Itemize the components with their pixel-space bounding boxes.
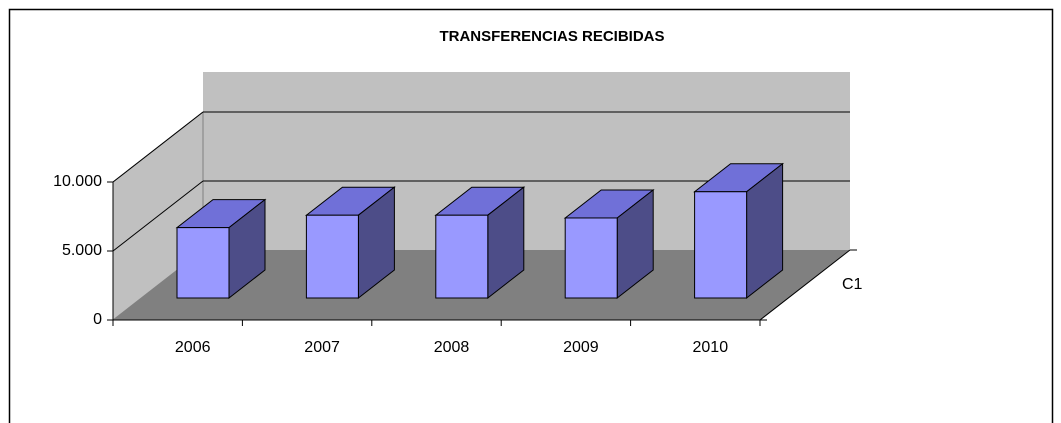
grid-line <box>112 111 204 183</box>
x-tick-label: 2007 <box>304 339 340 356</box>
y-tick-label: 0 <box>93 311 102 328</box>
y-tick-label: 10.000 <box>53 173 102 190</box>
series-label: C1 <box>842 276 863 293</box>
depth-axis <box>759 249 851 321</box>
bar <box>435 214 489 299</box>
bar <box>694 191 748 299</box>
x-tick-label: 2009 <box>563 339 599 356</box>
bar <box>564 217 618 299</box>
bar <box>176 227 230 299</box>
chart-title: TRANSFERENCIAS RECIBIDAS <box>439 28 664 45</box>
x-tick-label: 2006 <box>175 339 211 356</box>
x-tick-label: 2008 <box>434 339 470 356</box>
y-tick-label: 5.000 <box>62 242 102 259</box>
x-tick-label: 2010 <box>693 339 729 356</box>
bar <box>305 214 359 299</box>
grid-line <box>112 180 204 252</box>
